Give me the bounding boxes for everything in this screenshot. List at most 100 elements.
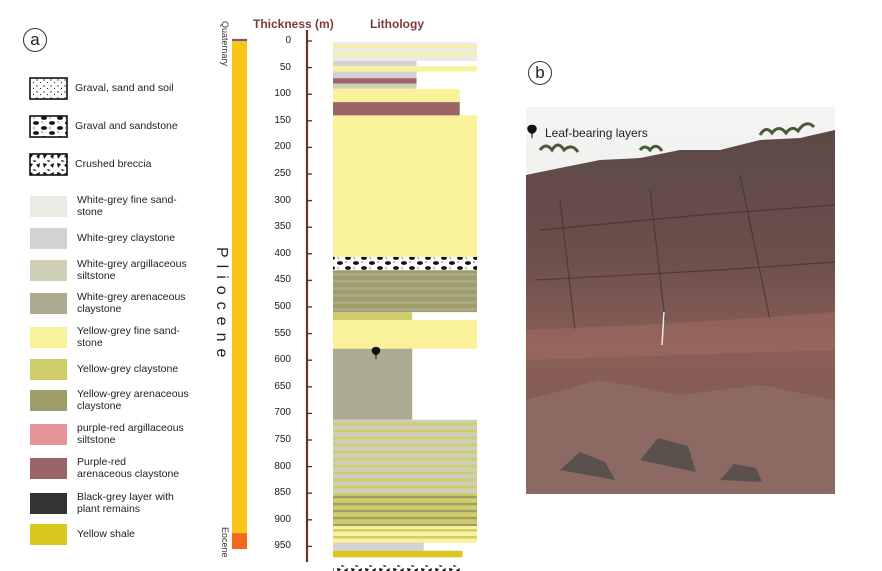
legend-swatch-pattern-breccia [29, 153, 68, 176]
photo-hammer [661, 311, 665, 346]
leaf-icon [527, 124, 537, 139]
panel-label-b: b [528, 61, 552, 85]
tick-label-550: 550 [274, 327, 291, 339]
layer-stripe [333, 457, 477, 461]
layer-gravel-sandstone [333, 256, 477, 271]
legend-swatch-wg-aren [30, 293, 67, 314]
legend-label-wg-clay: White-grey claystone [77, 232, 176, 245]
layer-stripe [333, 45, 477, 48]
layer-stripe [333, 273, 477, 276]
layer-stripe [333, 516, 477, 520]
layer-stripe [333, 287, 477, 290]
legend-label-gravel-soil: Graval, sand and soil [75, 82, 174, 95]
layer-stripe [333, 495, 477, 499]
legend-swatch-yg-aren [30, 390, 67, 411]
leaf-shape [371, 346, 381, 360]
legend-swatch-pattern-gravel-soil [29, 77, 68, 100]
layer-stripe [333, 301, 477, 304]
tick-label-50: 50 [279, 61, 291, 73]
legend-swatch-y-shale [30, 524, 67, 545]
legend-label-yg-fine: Yellow-grey fine sand- stone [77, 324, 180, 350]
panel-label-a: a [23, 28, 47, 52]
layer-stripe [333, 509, 477, 513]
tick-label-150: 150 [274, 114, 291, 126]
legend-swatch-pr-aren [30, 458, 67, 479]
legend-swatch-yg-fine [30, 327, 67, 348]
tick-label-850: 850 [274, 487, 291, 499]
thickness-header: Thickness (m) [253, 17, 334, 31]
photo-vegetation [538, 122, 816, 153]
leaf-icon [371, 346, 381, 360]
layer-breccia [333, 563, 463, 571]
layer-yg-aren [333, 270, 477, 313]
tick-label-200: 200 [274, 141, 291, 153]
legend-swatch-bg-plant [30, 493, 67, 514]
layer-wg-clay [333, 542, 424, 551]
era-bar-pliocene [232, 41, 247, 534]
photo-talus [526, 380, 835, 494]
legend-swatch-pr-arg [30, 424, 67, 445]
legend-label-wg-arg: White-grey argillaceous siltstone [77, 257, 187, 283]
layer-stripe [333, 485, 477, 489]
layer-yg-clay [333, 312, 413, 321]
tick-label-250: 250 [274, 168, 291, 179]
tick-label-100: 100 [274, 88, 291, 100]
layer-stripe [333, 280, 477, 283]
photo-leaf-layer [526, 312, 835, 360]
layer-stripe [333, 529, 477, 532]
layer-yg-clay [333, 492, 477, 527]
layer-wg-arg [333, 83, 417, 89]
legend-label-pr-arg: purple-red argillaceous siltstone [77, 421, 184, 447]
layer-stripe [333, 308, 477, 311]
era-bar [232, 38, 247, 550]
tick-label-350: 350 [274, 221, 291, 233]
tick-label-400: 400 [274, 247, 291, 259]
photo-boulders [560, 438, 762, 482]
layer-yg-fine [333, 115, 477, 257]
layer-stripe [333, 294, 477, 297]
legend-swatch-pattern-gravel-sandstone [29, 115, 68, 138]
layer-y-shale [333, 550, 463, 558]
layer-yg-fine [333, 66, 477, 72]
layer-stripe [333, 471, 477, 475]
legend-swatch-wg-fine [30, 196, 67, 217]
era-label-pliocene: Pliocene [213, 247, 230, 365]
layer-stripe [333, 429, 477, 433]
photo-joints [534, 174, 836, 331]
layer-yg-fine [333, 88, 460, 103]
leaf-shape [527, 124, 537, 139]
layer-yg-fine [333, 320, 477, 349]
layer-stripe [333, 536, 477, 539]
legend-label-yg-aren: Yellow-grey arenaceous claystone [77, 387, 189, 413]
legend-swatch-wg-arg [30, 260, 67, 281]
legend-label-bg-plant: Black-grey layer with plant remains [77, 490, 174, 516]
layer-stripe [333, 422, 477, 426]
legend-swatch-wg-clay [30, 228, 67, 249]
legend-label-wg-aren: White-grey arenaceous claystone [77, 290, 186, 316]
legend-label-breccia: Crushed breccia [75, 158, 152, 171]
tick-label-650: 650 [274, 380, 291, 392]
layer-gravel-soil [333, 41, 477, 43]
layer-wg-clay [333, 71, 417, 79]
era-bar-quaternary [232, 38, 247, 41]
legend-swatch-yg-clay [30, 359, 67, 380]
tick-label-950: 950 [274, 540, 291, 552]
lithology-column [333, 41, 477, 571]
legend-label-y-shale: Yellow shale [77, 528, 135, 541]
legend-swatches [29, 77, 68, 545]
layer-stripe [333, 443, 477, 447]
layer-wg-fine [333, 42, 477, 61]
thickness-axis [305, 30, 312, 562]
tick-label-500: 500 [274, 301, 291, 312]
era-label-eocene: Eocene [220, 527, 230, 558]
layer-pr-aren [333, 102, 460, 116]
tick-label-700: 700 [274, 407, 291, 419]
tick-label-600: 600 [274, 354, 291, 366]
legend-label-gravel-sandstone: Graval and sandstone [75, 120, 178, 133]
tick-label-0: 0 [285, 35, 291, 46]
layer-yg-fine [333, 526, 477, 543]
outcrop-photo [526, 107, 836, 494]
lithology-header: Lithology [370, 17, 424, 31]
layer-pr-aren [333, 78, 417, 84]
leaf-bearing-label: Leaf-bearing layers [545, 126, 648, 140]
